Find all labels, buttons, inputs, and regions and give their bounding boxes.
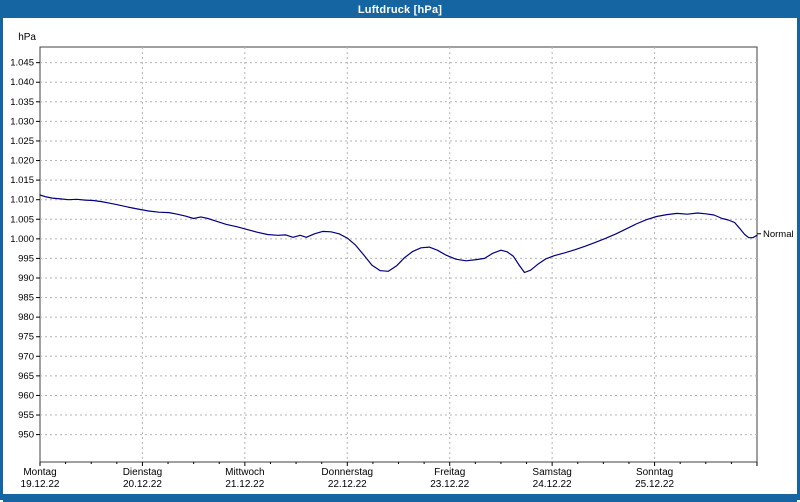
x-day-label: Montag [23, 467, 56, 478]
y-tick-label: 965 [18, 371, 34, 382]
title-bar: Luftdruck [hPa] [3, 3, 797, 18]
x-date-label: 24.12.22 [533, 479, 572, 489]
x-date-label: 19.12.22 [21, 479, 60, 489]
x-day-label: Sonntag [636, 467, 673, 478]
x-date-label: 21.12.22 [225, 479, 264, 489]
y-tick-label: 1.010 [10, 195, 34, 206]
chart-area: 1.045 1.040 1.035 1.030 1.025 1.020 1.015 1.010… [3, 18, 797, 494]
x-date-label: 25.12.22 [635, 479, 674, 489]
y-tick-label: 985 [18, 293, 34, 304]
x-date-label: 22.12.22 [328, 479, 367, 489]
y-tick-label: 980 [18, 312, 34, 323]
y-tick-label: 1.035 [10, 97, 34, 108]
y-tick-label: 1.015 [10, 175, 34, 186]
x-day-label: Mittwoch [225, 467, 264, 478]
pressure-series-line [39, 194, 758, 274]
x-day-label: Freitag [434, 467, 465, 478]
y-tick-label: 990 [18, 273, 34, 284]
x-date-label: 20.12.22 [123, 479, 162, 489]
x-day-label: Samstag [532, 467, 571, 478]
x-date-label: 23.12.22 [430, 479, 469, 489]
y-tick-label: 955 [18, 410, 34, 421]
normal-label: Normal [763, 229, 794, 240]
y-tick-label: 1.005 [10, 214, 34, 225]
y-tick-label: 1.000 [10, 234, 34, 245]
x-day-label: Donnerstag [321, 467, 373, 478]
y-tick-label: 995 [18, 253, 34, 264]
y-tick-label: 975 [18, 332, 34, 343]
y-tick-label: 970 [18, 351, 34, 362]
y-tick-label: 1.045 [10, 58, 34, 69]
y-tick-label: 1.040 [10, 77, 34, 88]
pressure-line-chart: 1.045 1.040 1.035 1.030 1.025 1.020 1.015 1.010… [10, 32, 794, 490]
y-tick-label: 1.020 [10, 156, 34, 167]
y-tick-label: 950 [18, 430, 34, 441]
window-title: Luftdruck [hPa] [357, 4, 443, 16]
y-tick-label: 960 [18, 390, 34, 401]
x-day-label: Dienstag [123, 467, 162, 478]
y-axis-title: hPa [18, 32, 36, 43]
bottom-border-bar [3, 494, 797, 502]
y-tick-label: 1.025 [10, 136, 34, 147]
y-tick-label: 1.030 [10, 116, 34, 127]
plot-area [39, 46, 758, 463]
